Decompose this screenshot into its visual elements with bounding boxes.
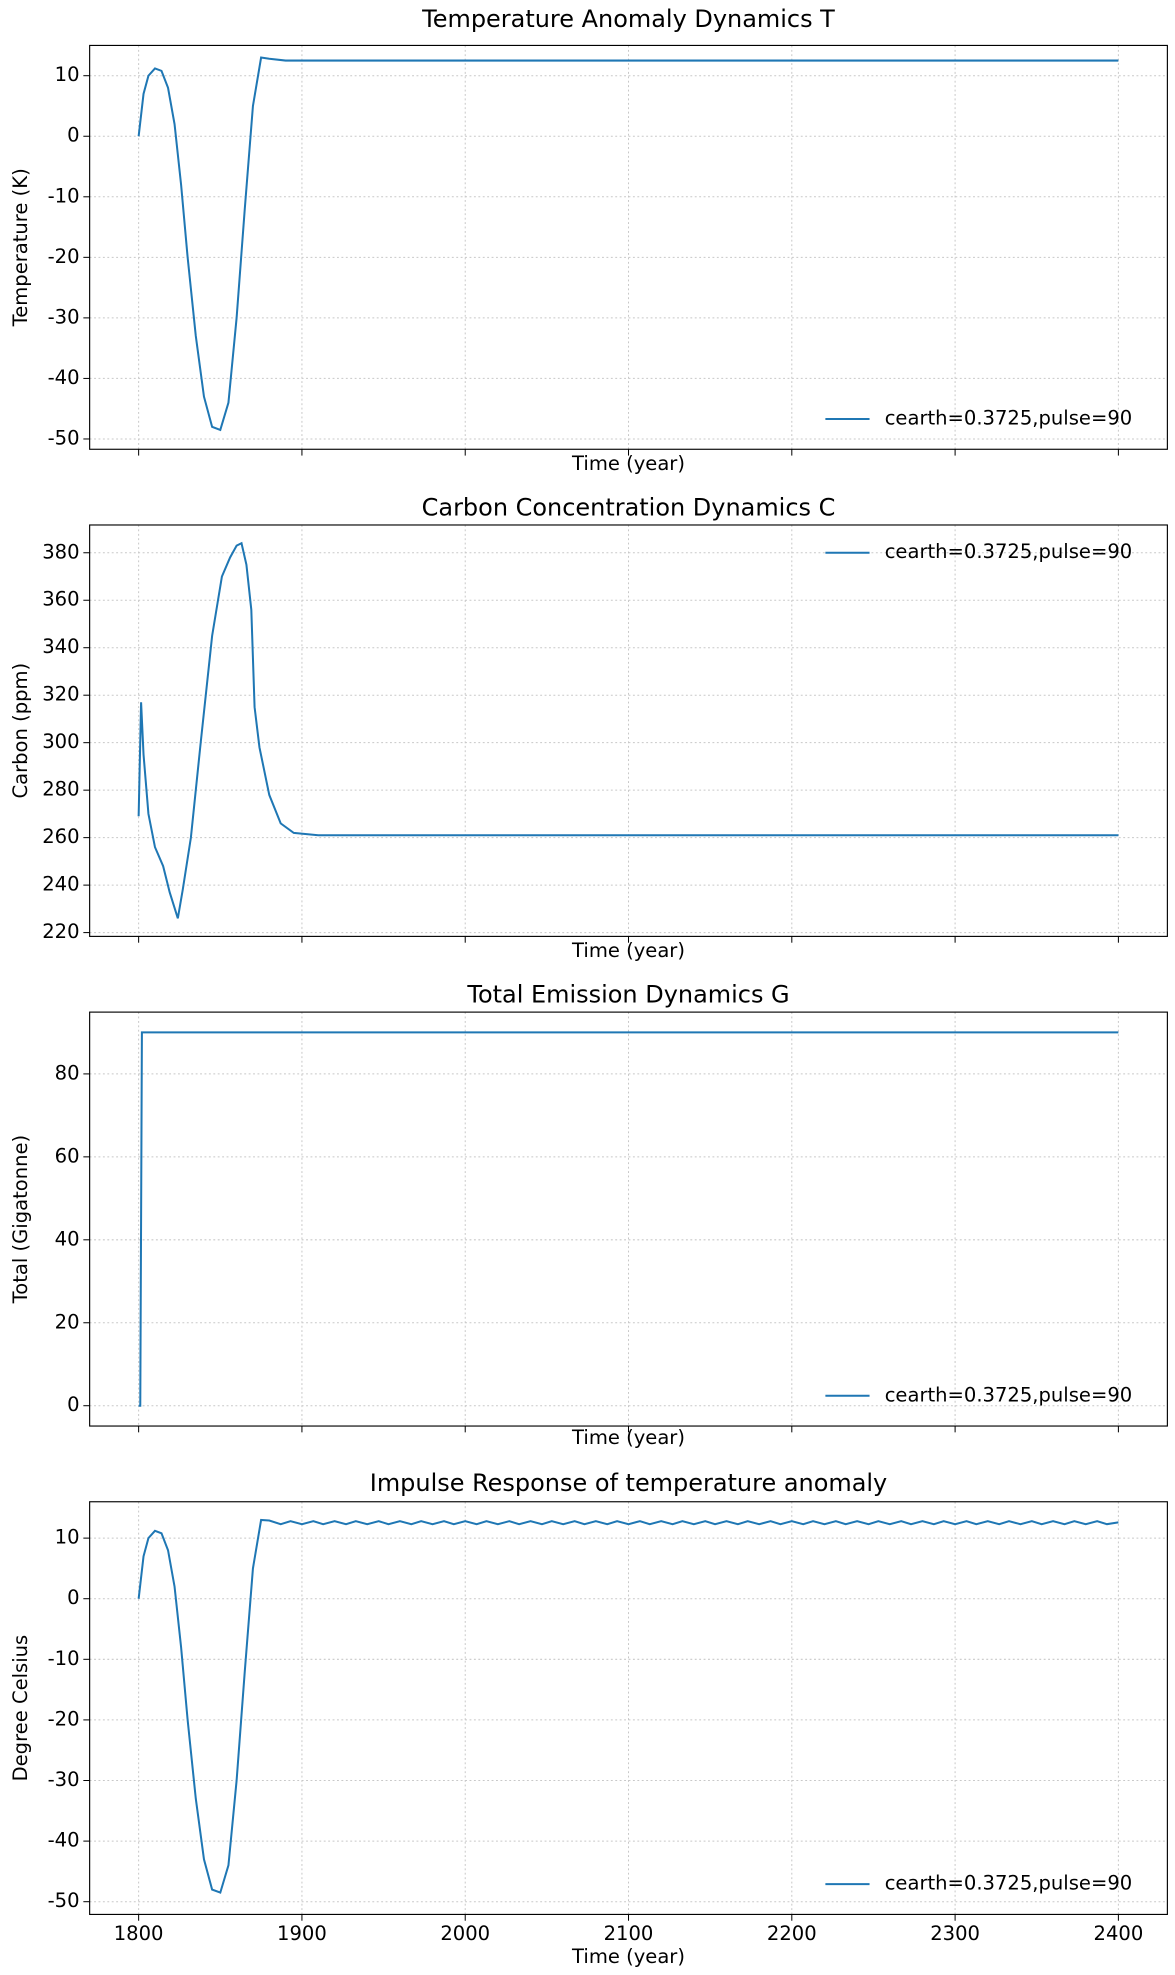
y-tick-label: -20	[48, 245, 80, 268]
series-line	[137, 541, 1119, 919]
x-tick-label: 1900	[277, 1922, 327, 1945]
y-tick-label: 280	[42, 778, 79, 801]
x-axis-label: Time (year)	[571, 1945, 685, 1968]
y-tick-label: 220	[42, 920, 79, 943]
y-tick-label: -20	[48, 1707, 80, 1730]
y-tick-label: 340	[42, 635, 79, 658]
y-tick-label: 260	[42, 825, 79, 848]
plot-frame	[89, 1501, 1168, 1915]
y-axis-label: Total (Gigatonne)	[9, 1135, 32, 1305]
y-tick-label: 10	[55, 63, 80, 86]
x-tick-label: 2100	[604, 1922, 654, 1945]
x-tick-label: 2300	[930, 1922, 980, 1945]
x-axis-label: Time (year)	[571, 1426, 685, 1449]
y-tick-label: 20	[55, 1310, 80, 1333]
y-tick-label: 80	[55, 1061, 80, 1084]
y-axis-label: Carbon (ppm)	[9, 663, 32, 799]
y-tick-label: -50	[48, 426, 80, 449]
y-tick-label: -40	[48, 366, 80, 389]
chart-title: Temperature Anomaly Dynamics T	[421, 5, 835, 33]
chart-title: Total Emission Dynamics G	[466, 981, 789, 1009]
x-tick-label: 2000	[440, 1922, 490, 1945]
subplot: Carbon Concentration Dynamics C Time (yea…	[9, 494, 1168, 962]
y-tick-label: 0	[67, 1393, 79, 1416]
subplot: Total Emission Dynamics G Time (year) Tota…	[9, 981, 1168, 1449]
y-tick-label: 10	[55, 1526, 80, 1549]
y-tick-label: 0	[67, 1586, 79, 1609]
y-tick-label: -30	[48, 305, 80, 328]
y-tick-label: -10	[48, 1647, 80, 1670]
subplot: Impulse Response of temperature anomaly T…	[9, 1469, 1168, 1968]
y-axis-label: Degree Celsius	[9, 1635, 32, 1782]
legend-label: cearth=0.3725,pulse=90	[885, 1872, 1133, 1895]
y-axis-label: Temperature (K)	[9, 168, 32, 327]
plot-frame	[89, 1011, 1168, 1427]
y-tick-label: -50	[48, 1889, 80, 1912]
x-axis-label: Time (year)	[571, 452, 685, 475]
subplot: Temperature Anomaly Dynamics T Time (year…	[9, 5, 1168, 475]
y-tick-label: 360	[42, 588, 79, 611]
y-tick-label: -10	[48, 184, 80, 207]
y-tick-label: 320	[42, 683, 79, 706]
series-line	[138, 1031, 1119, 1407]
y-tick-label: 60	[55, 1144, 80, 1167]
chart-title: Impulse Response of temperature anomaly	[370, 1469, 888, 1497]
x-tick-label: 1800	[114, 1922, 164, 1945]
y-tick-label: 0	[67, 124, 79, 147]
x-tick-label: 2400	[1094, 1922, 1144, 1945]
legend-label: cearth=0.3725,pulse=90	[885, 1383, 1133, 1406]
y-tick-label: 40	[55, 1227, 80, 1250]
y-tick-label: 380	[42, 540, 79, 563]
y-tick-label: -40	[48, 1829, 80, 1852]
y-tick-label: 240	[42, 873, 79, 896]
legend-label: cearth=0.3725,pulse=90	[885, 540, 1133, 563]
chart-title: Carbon Concentration Dynamics C	[422, 494, 836, 522]
plot-frame	[89, 524, 1168, 937]
y-tick-label: -30	[48, 1768, 80, 1791]
plot-frame	[89, 44, 1168, 450]
x-tick-label: 2200	[767, 1922, 817, 1945]
y-tick-label: 300	[42, 730, 79, 753]
series-line	[137, 56, 1119, 432]
x-axis-label: Time (year)	[571, 939, 685, 962]
legend-label: cearth=0.3725,pulse=90	[885, 406, 1133, 429]
series-line	[137, 1518, 1119, 1894]
